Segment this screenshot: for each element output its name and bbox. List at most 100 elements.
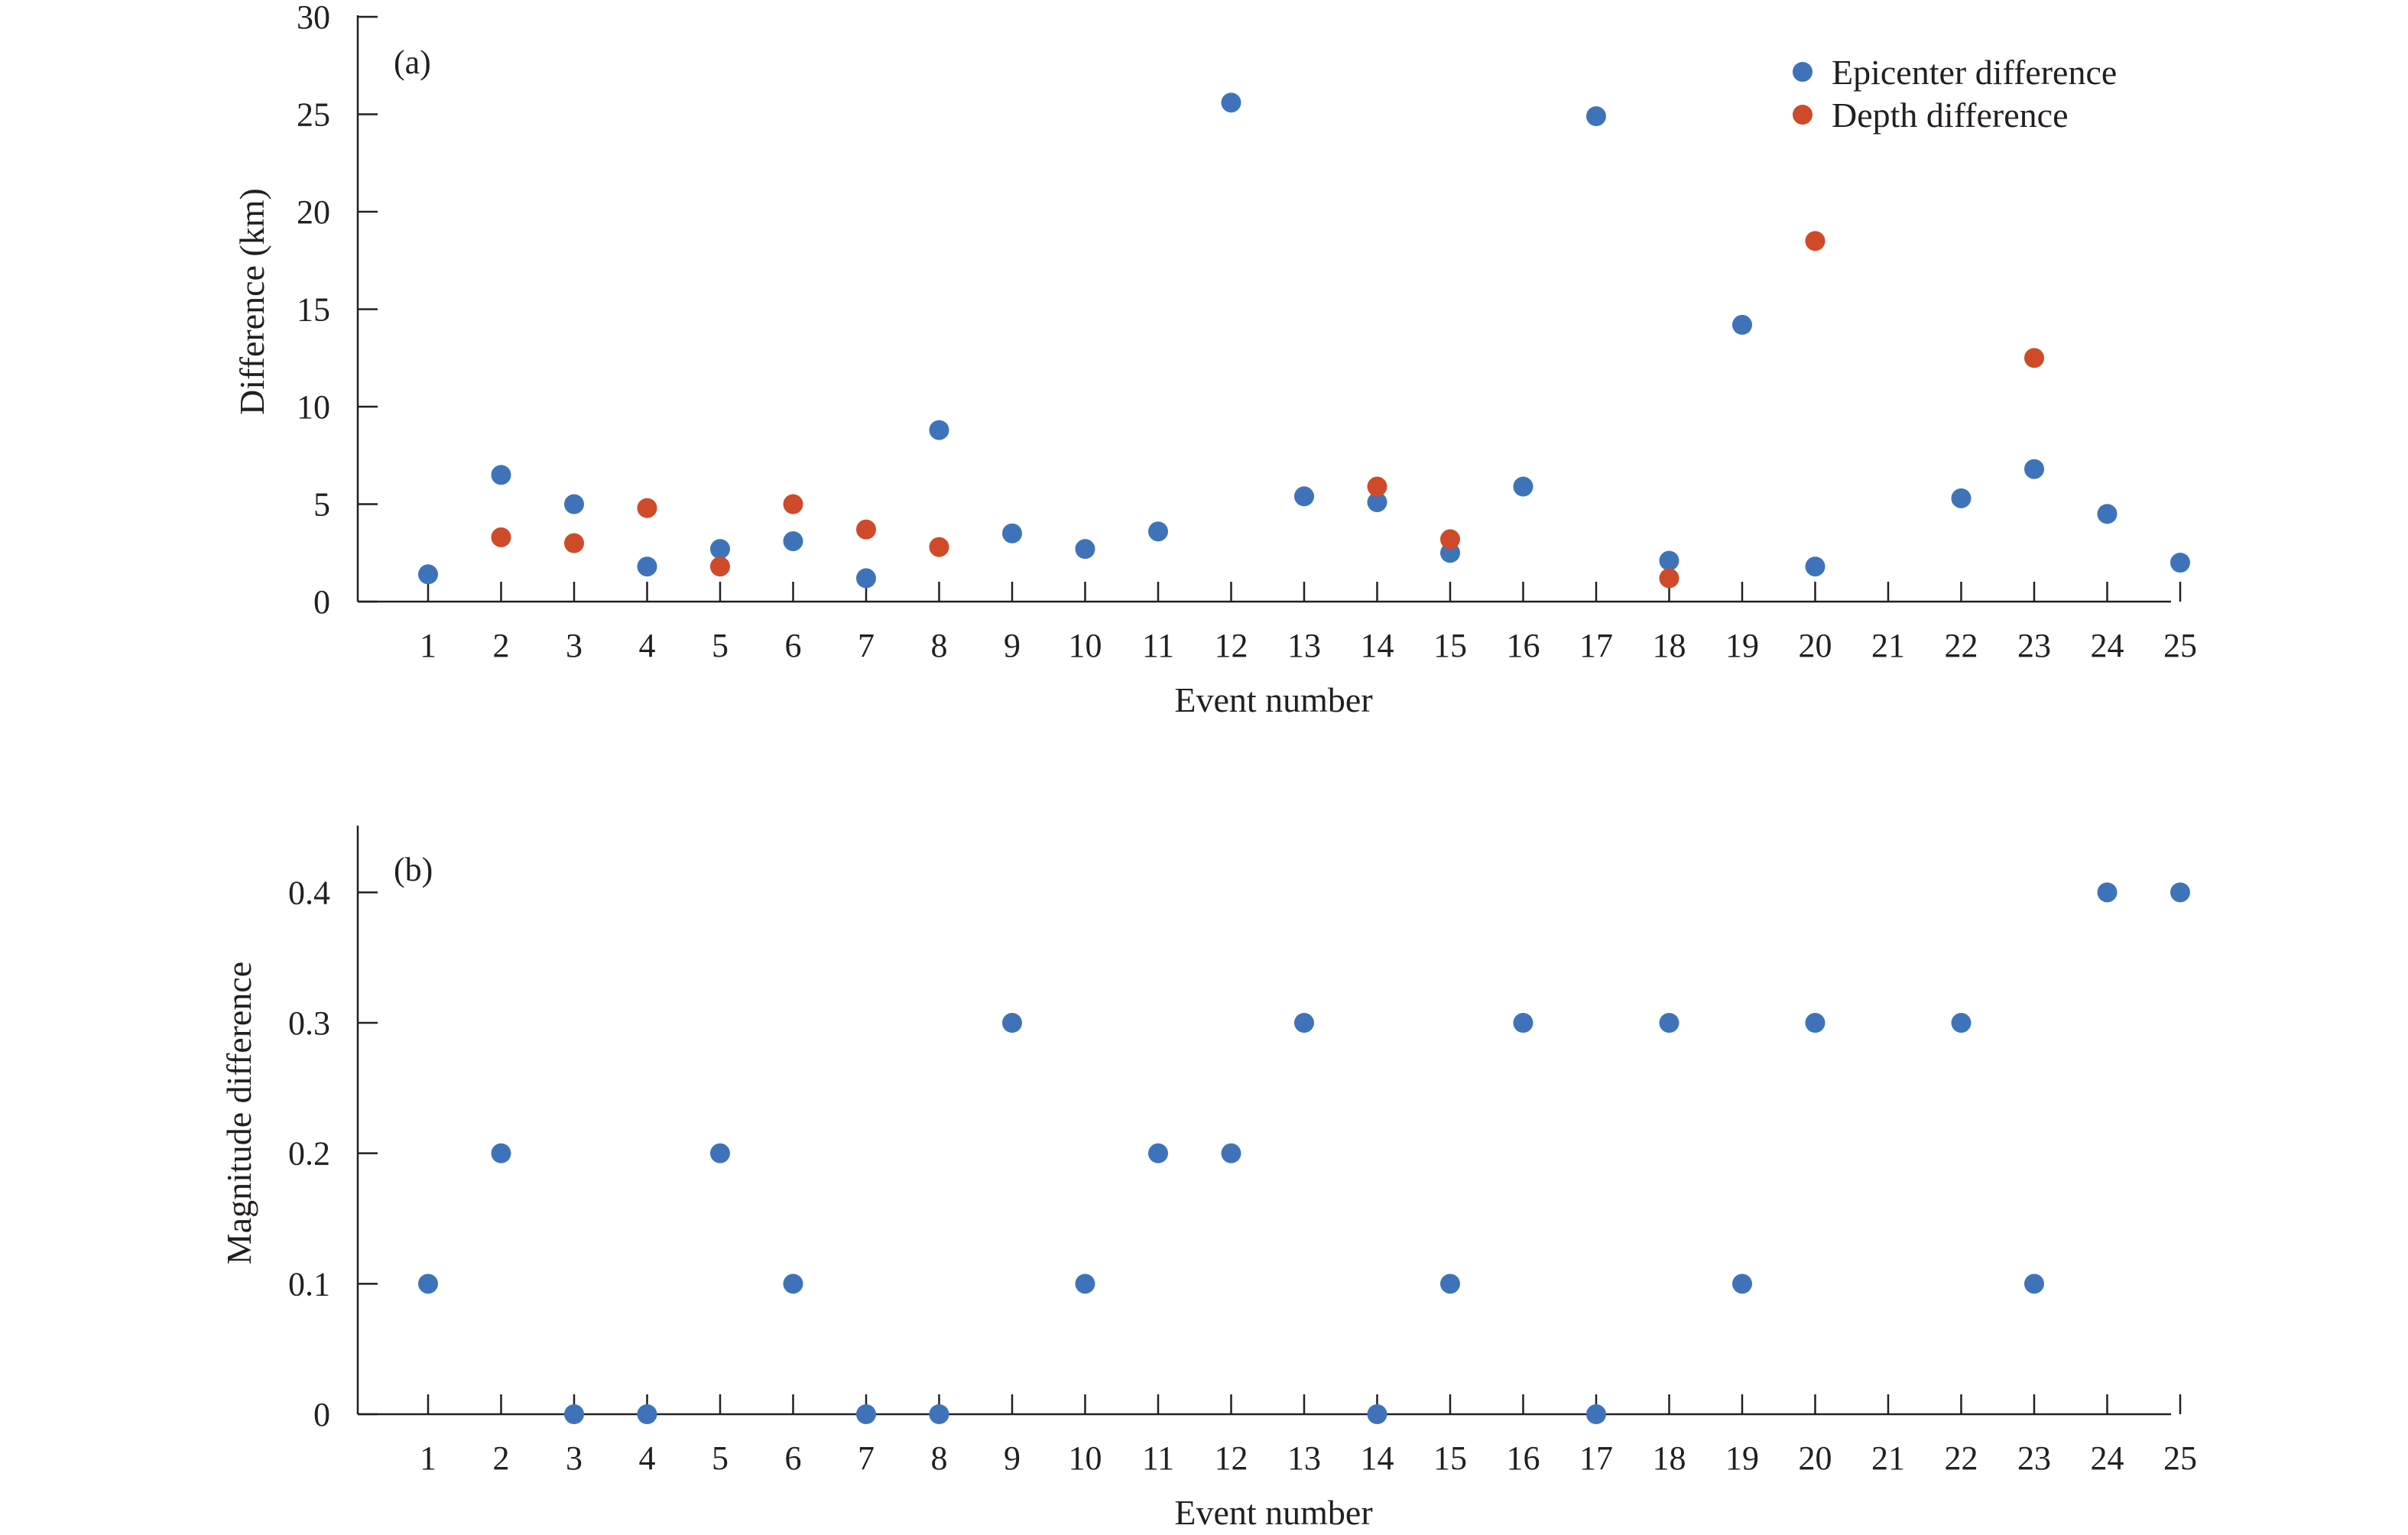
magnitude-point	[1002, 1013, 1022, 1033]
magnitude-point	[856, 1404, 876, 1424]
y-tick-label: 0.1	[288, 1265, 330, 1303]
x-tick-label: 24	[2091, 1439, 2124, 1477]
epicenter-point	[1294, 486, 1314, 507]
x-tick-label: 21	[1871, 1439, 1905, 1477]
depth-point	[783, 494, 803, 514]
magnitude-point	[1367, 1404, 1387, 1424]
depth-point	[1805, 231, 1825, 252]
magnitude-point	[2024, 1274, 2044, 1294]
x-tick-label: 7	[858, 1439, 875, 1477]
epicenter-point	[1002, 523, 1022, 544]
depth-point	[1440, 529, 1460, 550]
epicenter-point	[1075, 539, 1095, 560]
epicenter-point	[2170, 553, 2190, 573]
x-tick-label: 12	[1215, 1439, 1248, 1477]
x-tick-label: 19	[1725, 627, 1759, 664]
x-tick-label: 4	[639, 1439, 656, 1477]
y-tick-label: 0.3	[288, 1004, 330, 1042]
depth-point	[2024, 348, 2044, 368]
x-tick-label: 9	[1004, 1439, 1021, 1477]
x-tick-label: 16	[1507, 627, 1540, 664]
x-tick-label: 18	[1653, 627, 1686, 664]
x-tick-label: 14	[1361, 1439, 1394, 1477]
y-tick-label: 5	[313, 486, 330, 524]
magnitude-point	[1732, 1274, 1752, 1294]
magnitude-point	[637, 1404, 657, 1424]
magnitude-point	[2170, 882, 2190, 903]
epicenter-point	[856, 568, 876, 589]
depth-point	[1659, 568, 1679, 589]
epicenter-point	[1586, 106, 1606, 127]
x-tick-label: 6	[785, 1439, 802, 1477]
magnitude-point	[1294, 1013, 1314, 1033]
legend-label: Epicenter difference	[1832, 53, 2117, 92]
epicenter-point	[1951, 488, 1972, 508]
epicenter-point	[1367, 492, 1387, 512]
panel-b-chart: 00.10.20.30.41 2 3 4 5 6 7 8 9 10 11 12 13 14 15 16 17 18…	[219, 826, 2197, 1532]
x-tick-label: 17	[1579, 627, 1613, 664]
y-axis-title: Difference (km)	[232, 188, 271, 415]
x-tick-label: 25	[2163, 1439, 2197, 1477]
epicenter-point	[637, 557, 657, 577]
x-tick-label: 8	[931, 1439, 948, 1477]
magnitude-point	[1805, 1013, 1825, 1033]
magnitude-point	[783, 1274, 803, 1294]
y-tick-label: 20	[297, 193, 330, 231]
x-tick-label: 15	[1433, 1439, 1467, 1477]
x-tick-label: 18	[1653, 1439, 1686, 1477]
epicenter-point	[710, 539, 730, 560]
depth-point	[1367, 476, 1387, 497]
legend-marker	[1793, 62, 1812, 82]
epicenter-point	[1221, 92, 1241, 113]
magnitude-point	[2097, 882, 2118, 903]
legend-label: Depth difference	[1832, 96, 2069, 135]
epicenter-point	[1148, 521, 1168, 542]
epicenter-point	[491, 465, 511, 485]
x-tick-label: 12	[1215, 627, 1248, 664]
epicenter-point	[2097, 504, 2118, 524]
x-tick-label: 15	[1433, 627, 1467, 664]
x-tick-label: 13	[1287, 627, 1321, 664]
x-tick-label: 2	[493, 1439, 510, 1477]
epicenter-point	[1805, 557, 1825, 577]
x-tick-label: 22	[1945, 627, 1978, 664]
magnitude-point	[491, 1143, 511, 1163]
x-tick-label: 19	[1725, 1439, 1759, 1477]
x-tick-label: 20	[1799, 627, 1832, 664]
epicenter-point	[1732, 314, 1752, 335]
x-tick-label: 1	[420, 1439, 436, 1477]
y-tick-label: 0.2	[288, 1135, 330, 1173]
x-tick-label: 14	[1361, 627, 1394, 664]
x-tick-label: 16	[1507, 1439, 1540, 1477]
x-tick-label: 10	[1069, 627, 1102, 664]
epicenter-point	[783, 531, 803, 551]
panel-label: (b)	[394, 851, 433, 888]
x-tick-label: 23	[2017, 1439, 2051, 1477]
x-tick-label: 4	[639, 627, 656, 664]
magnitude-point	[1221, 1143, 1241, 1163]
depth-point	[929, 537, 949, 557]
x-tick-label: 8	[931, 627, 948, 664]
magnitude-point	[418, 1274, 438, 1294]
depth-point	[491, 527, 511, 547]
y-axis-title: Magnitude difference	[219, 962, 258, 1264]
x-tick-label: 22	[1945, 1439, 1978, 1477]
y-tick-label: 30	[297, 0, 330, 36]
depth-point	[710, 557, 730, 577]
x-tick-label: 20	[1799, 1439, 1832, 1477]
y-tick-label: 15	[297, 291, 330, 329]
x-tick-label: 25	[2163, 627, 2197, 664]
epicenter-point	[929, 420, 949, 440]
magnitude-point	[929, 1404, 949, 1424]
magnitude-point	[1659, 1013, 1679, 1033]
epicenter-point	[418, 564, 438, 585]
magnitude-point	[710, 1143, 730, 1163]
x-tick-label: 17	[1579, 1439, 1613, 1477]
epicenter-point	[1513, 476, 1533, 497]
x-tick-label: 2	[493, 627, 510, 664]
epicenter-point	[1440, 543, 1460, 563]
x-tick-label: 5	[712, 627, 729, 664]
x-tick-label: 5	[712, 1439, 729, 1477]
